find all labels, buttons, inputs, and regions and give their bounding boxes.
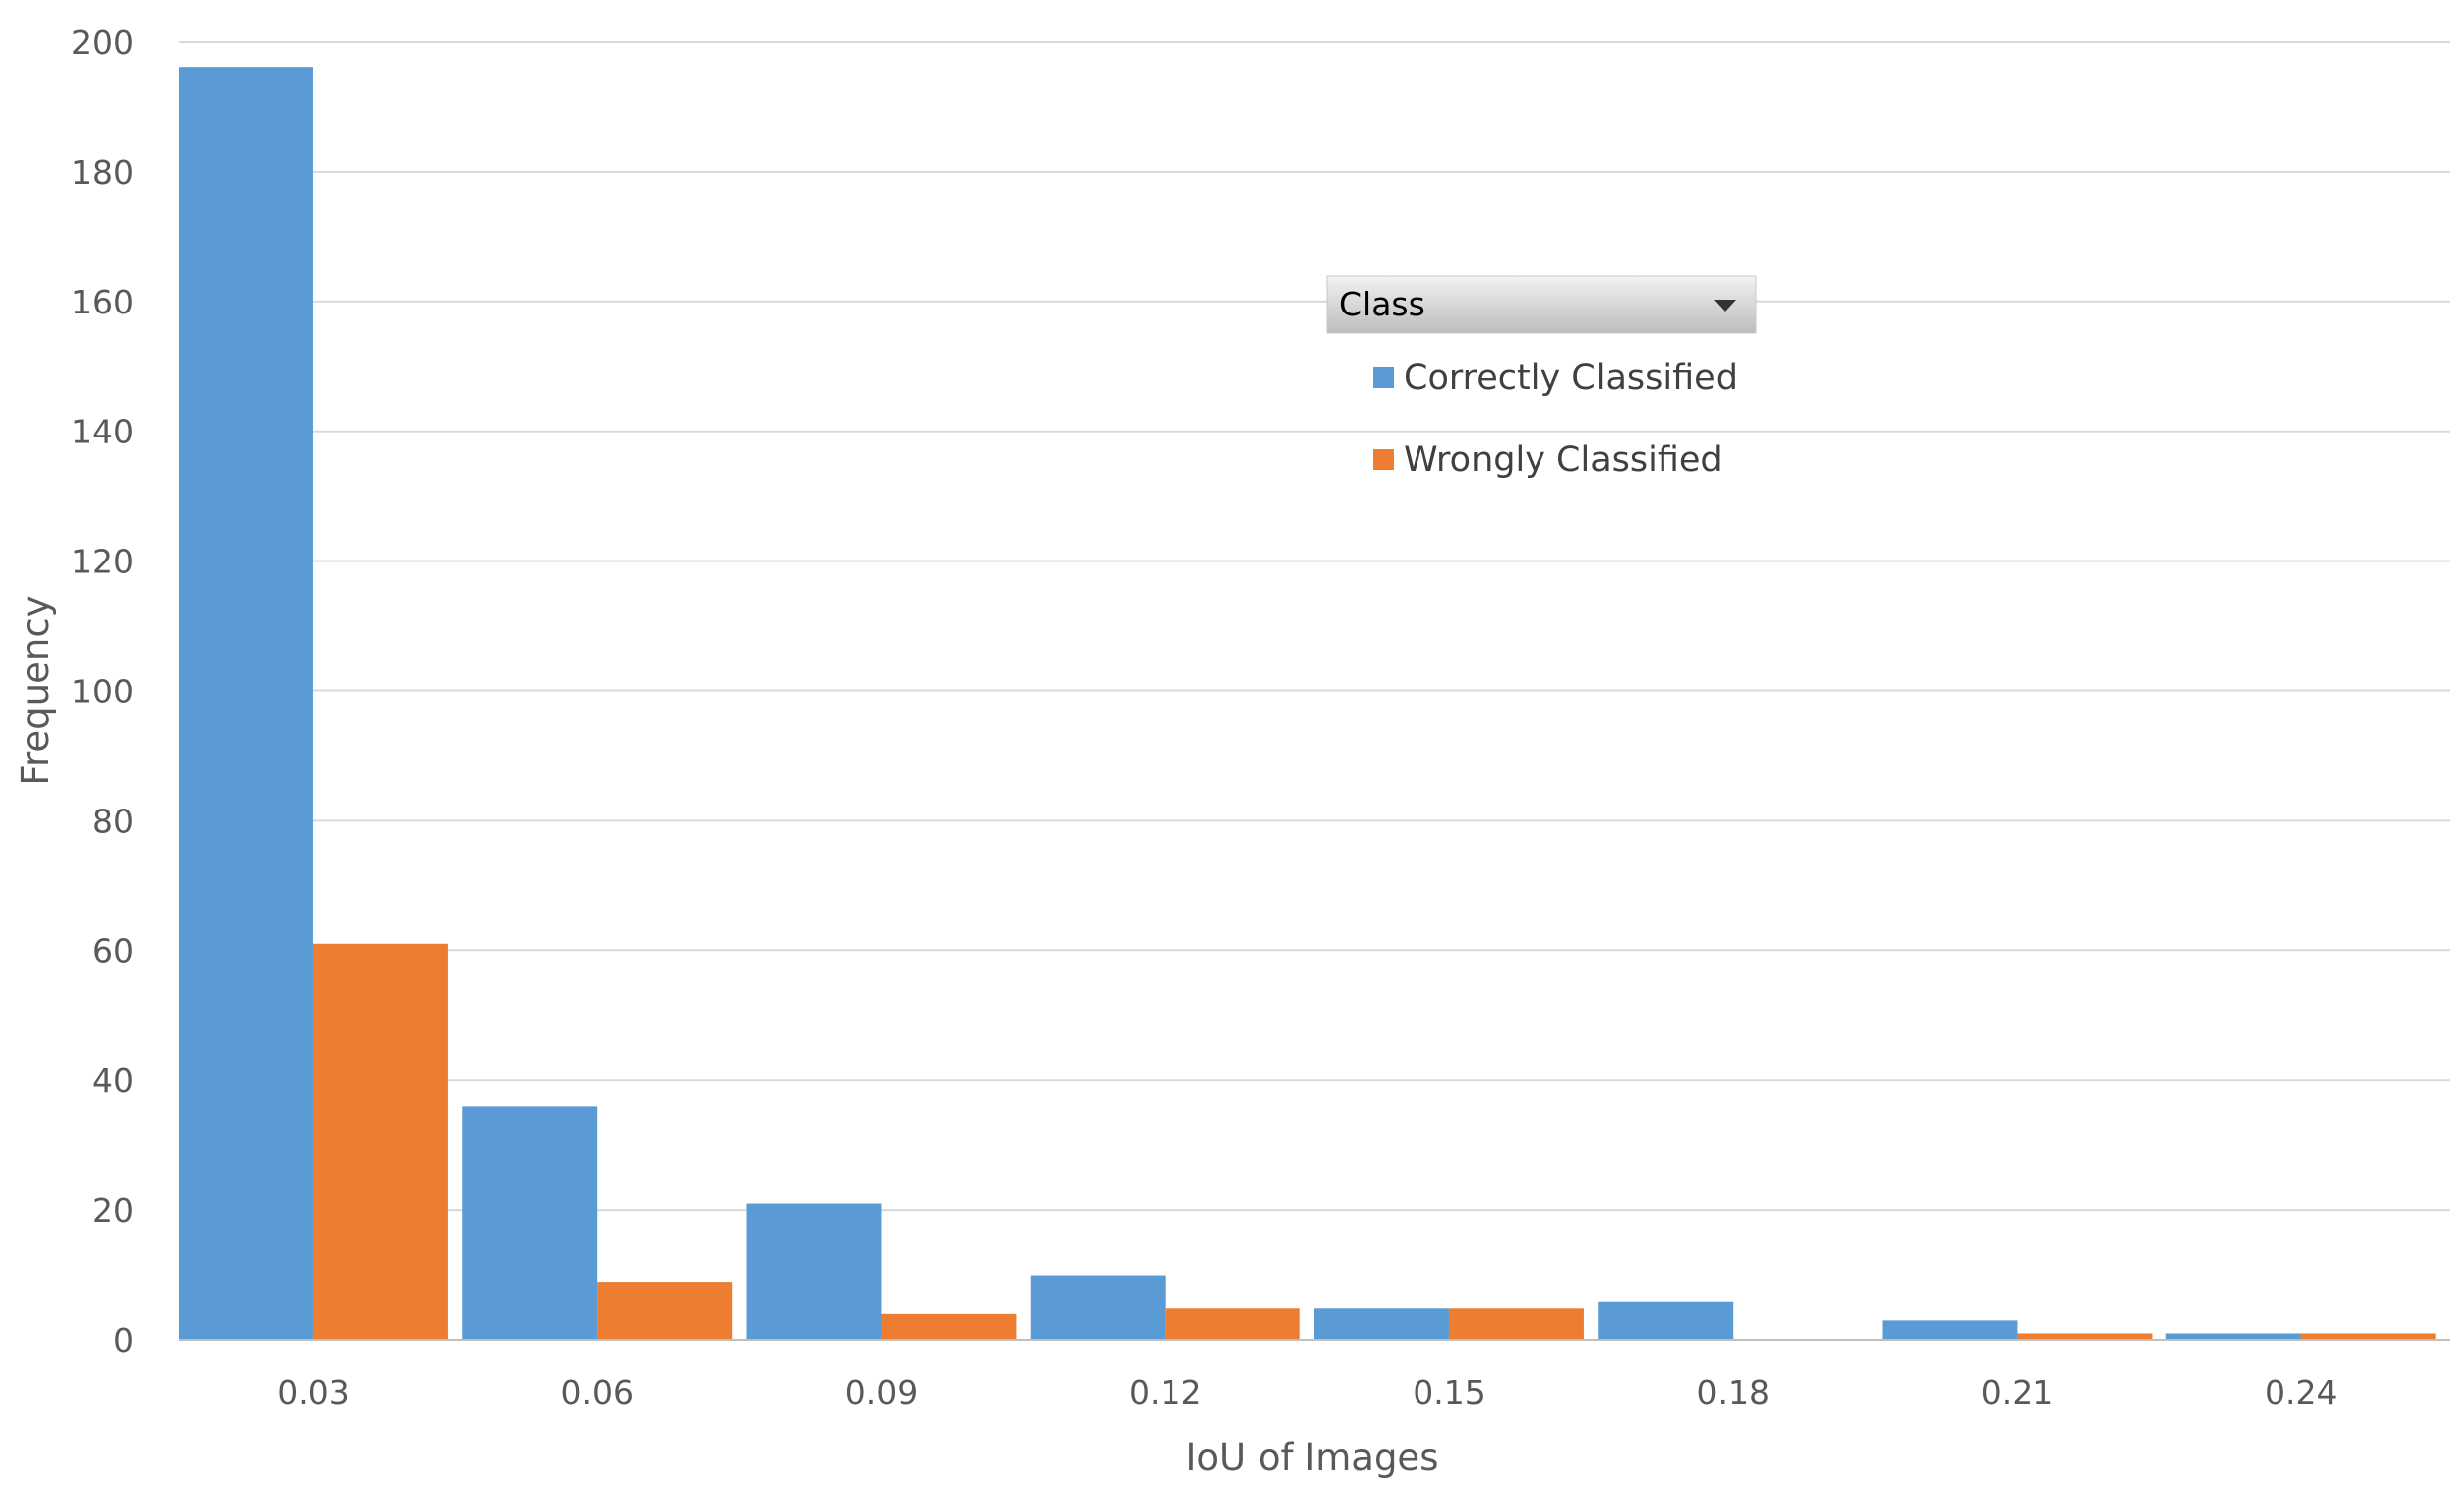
y-axis-title: Frequency bbox=[14, 595, 57, 785]
bar-correctly-classified-0.15 bbox=[1314, 1308, 1449, 1340]
y-tick-label: 200 bbox=[71, 23, 134, 62]
x-tick-label: 0.09 bbox=[845, 1373, 918, 1412]
bar-correctly-classified-0.09 bbox=[746, 1203, 882, 1340]
bar-correctly-classified-0.03 bbox=[179, 67, 313, 1340]
x-tick-label: 0.12 bbox=[1129, 1373, 1201, 1412]
bar-correctly-classified-0.12 bbox=[1030, 1275, 1166, 1340]
legend-swatch-correctly-classified bbox=[1373, 367, 1394, 388]
legend-title: Class bbox=[1339, 285, 1425, 323]
x-tick-label: 0.03 bbox=[277, 1373, 349, 1412]
y-tick-label: 120 bbox=[71, 543, 134, 581]
bar-correctly-classified-0.21 bbox=[1882, 1320, 2018, 1340]
legend-item-correctly-classified[interactable]: Correctly Classified bbox=[1373, 358, 1738, 398]
bar-correctly-classified-0.18 bbox=[1598, 1301, 1734, 1340]
bar-wrongly-classified-0.03 bbox=[312, 943, 448, 1340]
gridlines bbox=[179, 41, 2450, 1212]
x-axis-ticks: 0.03 0.06 0.09 0.12 0.15 0.18 0.21 0.24 bbox=[277, 1373, 2337, 1412]
legend: Class Correctly Classified Wrongly Class… bbox=[1326, 275, 1757, 480]
y-tick-label: 40 bbox=[92, 1061, 134, 1100]
x-tick-label: 0.15 bbox=[1413, 1373, 1485, 1412]
y-tick-label: 180 bbox=[71, 153, 134, 191]
bar-wrongly-classified-0.12 bbox=[1165, 1308, 1300, 1340]
bar-wrongly-classified-0.21 bbox=[2017, 1333, 2153, 1340]
y-tick-label: 140 bbox=[71, 413, 134, 451]
x-tick-label: 0.24 bbox=[2265, 1373, 2337, 1412]
y-axis-ticks: 0 20 40 60 80 100 120 140 160 180 200 bbox=[71, 23, 134, 1360]
legend-item-wrongly-classified[interactable]: Wrongly Classified bbox=[1373, 440, 1723, 480]
bar-wrongly-classified-0.15 bbox=[1448, 1308, 1584, 1340]
x-axis-title: IoU of Images bbox=[1186, 1436, 1439, 1479]
legend-swatch-wrongly-classified bbox=[1373, 449, 1394, 470]
y-tick-label: 20 bbox=[92, 1191, 134, 1230]
y-tick-label: 0 bbox=[113, 1321, 134, 1360]
caret-down-icon bbox=[1714, 300, 1736, 312]
y-tick-label: 100 bbox=[71, 673, 134, 711]
y-tick-label: 60 bbox=[92, 932, 134, 970]
bar-correctly-classified-0.06 bbox=[462, 1106, 598, 1340]
x-tick-label: 0.21 bbox=[1981, 1373, 2053, 1412]
bar-wrongly-classified-0.06 bbox=[597, 1282, 733, 1340]
bar-wrongly-classified-0.09 bbox=[881, 1313, 1017, 1340]
bar-wrongly-classified-0.24 bbox=[2300, 1333, 2436, 1340]
legend-label-correctly-classified: Correctly Classified bbox=[1404, 358, 1738, 398]
bars bbox=[179, 67, 2436, 1340]
legend-label-wrongly-classified: Wrongly Classified bbox=[1404, 440, 1723, 480]
legend-filter-button[interactable]: Class bbox=[1326, 275, 1757, 334]
x-tick-label: 0.06 bbox=[560, 1373, 633, 1412]
y-tick-label: 80 bbox=[92, 802, 134, 840]
y-tick-label: 160 bbox=[71, 283, 134, 321]
x-tick-label: 0.18 bbox=[1696, 1373, 1769, 1412]
bar-correctly-classified-0.24 bbox=[2165, 1333, 2301, 1340]
